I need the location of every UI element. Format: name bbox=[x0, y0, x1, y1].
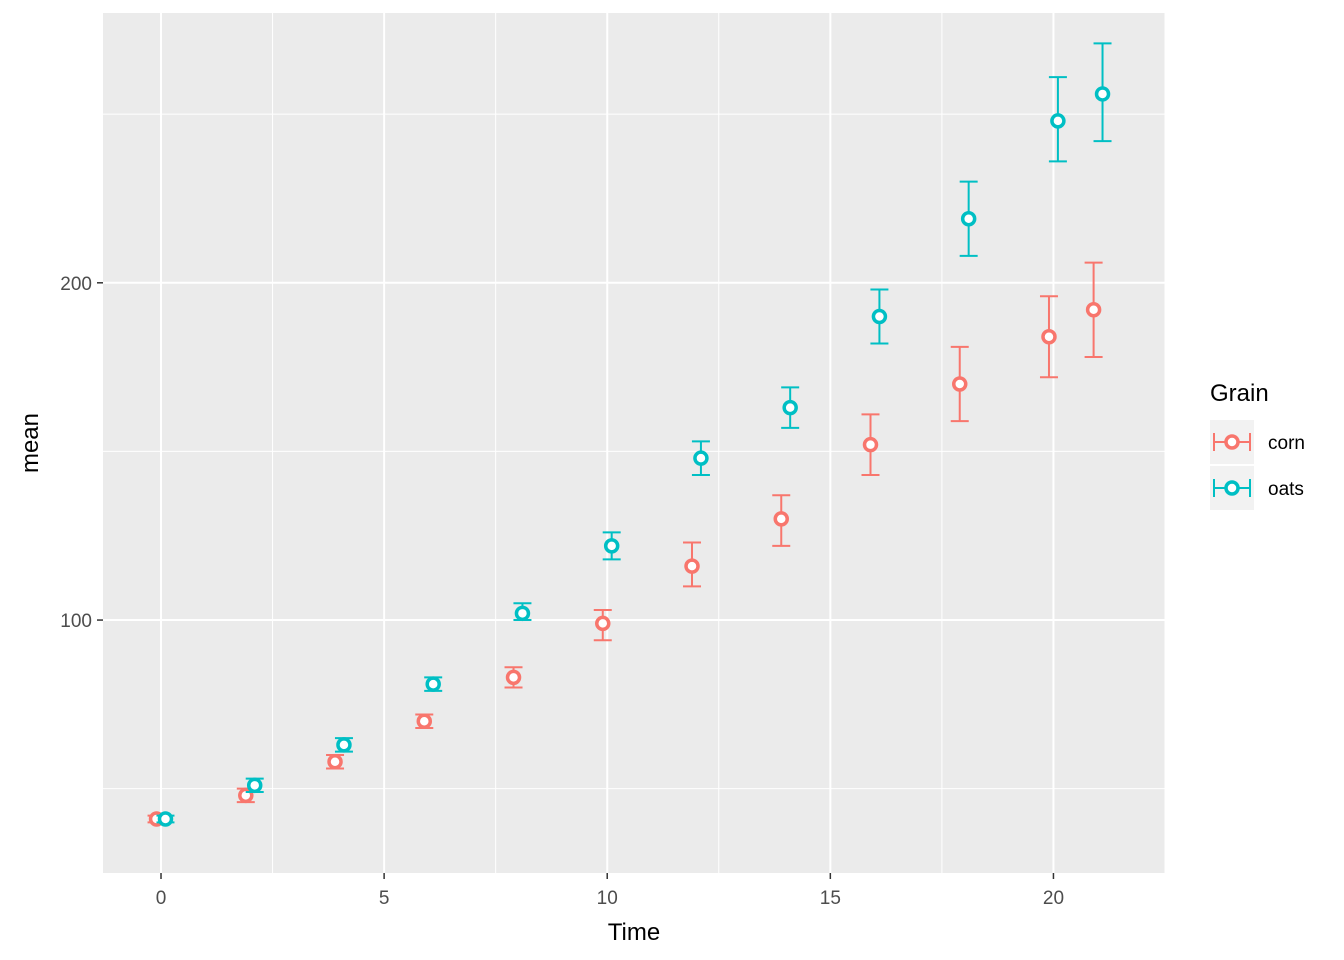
point-oats bbox=[693, 450, 709, 466]
point-corn bbox=[773, 511, 790, 527]
data-point-oats bbox=[870, 288, 889, 345]
data-point-oats bbox=[781, 386, 800, 429]
legend-title: Grain bbox=[1210, 380, 1269, 407]
legend-item-corn: corn bbox=[1210, 420, 1305, 464]
data-point-corn bbox=[861, 413, 880, 477]
major-gridlines bbox=[103, 13, 1165, 873]
data-point-oats bbox=[602, 531, 621, 561]
y-tick-label: 100 bbox=[60, 611, 92, 632]
point-oats bbox=[157, 811, 174, 827]
x-axis-title: Time bbox=[608, 919, 660, 946]
data-point-oats bbox=[1048, 76, 1067, 163]
data-point-oats bbox=[959, 180, 978, 257]
data-point-oats bbox=[156, 811, 175, 827]
y-axis-title: mean bbox=[17, 413, 44, 473]
legend-item-oats: oats bbox=[1210, 466, 1304, 510]
x-tick-label: 0 bbox=[156, 888, 167, 909]
point-oats bbox=[782, 399, 798, 416]
point-oats bbox=[871, 308, 888, 325]
point-corn bbox=[1041, 329, 1057, 345]
point-corn bbox=[416, 713, 433, 729]
minor-gridlines bbox=[103, 13, 1166, 873]
point-oats bbox=[425, 676, 441, 692]
data-point-corn bbox=[772, 494, 791, 547]
point-oats bbox=[1050, 113, 1066, 129]
plot-panel bbox=[103, 13, 1165, 873]
x-tick-label: 20 bbox=[1043, 888, 1064, 909]
data-point-corn bbox=[593, 608, 612, 642]
data-point-corn bbox=[950, 345, 969, 423]
legend-items: corn oats bbox=[1210, 420, 1305, 510]
point-oats bbox=[1094, 86, 1111, 102]
data-point-oats bbox=[1093, 42, 1112, 143]
legend-label-oats: oats bbox=[1268, 479, 1304, 500]
axes: 0 5 10 15 20 100 200 bbox=[60, 274, 1064, 909]
point-oats bbox=[960, 210, 977, 227]
point-corn bbox=[595, 615, 611, 632]
x-tick-label: 15 bbox=[820, 888, 841, 909]
y-tick-label: 200 bbox=[60, 274, 92, 295]
point-corn bbox=[1085, 302, 1102, 318]
point-oats bbox=[336, 737, 352, 753]
x-tick-label: 10 bbox=[597, 888, 618, 909]
legend-label-corn: corn bbox=[1268, 433, 1305, 454]
data-point-oats bbox=[424, 676, 443, 692]
data-point-corn bbox=[326, 753, 345, 770]
data-point-oats bbox=[245, 777, 264, 794]
data-point-corn bbox=[1039, 295, 1058, 379]
legend: Grain corn oats bbox=[1210, 380, 1305, 510]
point-corn bbox=[327, 753, 343, 770]
point-oats bbox=[246, 777, 263, 794]
data-point-oats bbox=[691, 440, 710, 477]
point-corn bbox=[862, 436, 879, 453]
data-point-corn bbox=[1084, 261, 1103, 358]
point-oats bbox=[514, 605, 531, 622]
data-point-oats bbox=[334, 737, 353, 753]
point-oats bbox=[603, 538, 620, 554]
point-corn bbox=[951, 376, 968, 392]
data-point-corn bbox=[683, 541, 702, 588]
legend-key-point bbox=[1224, 434, 1240, 450]
point-corn bbox=[505, 669, 522, 686]
data-point-oats bbox=[513, 602, 532, 622]
data-point-corn bbox=[504, 666, 523, 689]
x-tick-label: 5 bbox=[379, 888, 390, 909]
data-marks bbox=[147, 42, 1112, 827]
point-corn bbox=[684, 558, 700, 574]
data-point-corn bbox=[415, 713, 434, 729]
legend-key-point bbox=[1224, 480, 1240, 496]
